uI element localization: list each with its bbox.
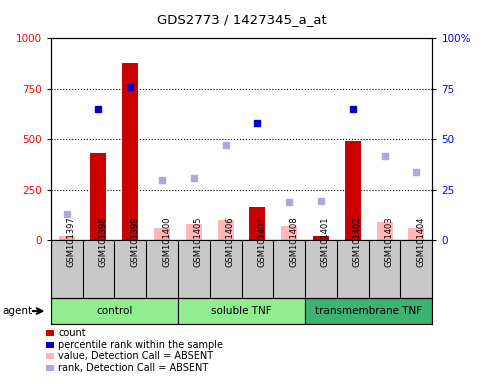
Bar [90, 153, 106, 240]
Bar [218, 220, 234, 240]
Bar [122, 63, 138, 240]
Text: GSM101403: GSM101403 [384, 217, 394, 267]
Text: GSM101397: GSM101397 [67, 216, 76, 267]
Bar [313, 236, 329, 240]
Text: transmembrane TNF: transmembrane TNF [315, 306, 422, 316]
Text: GSM101399: GSM101399 [130, 217, 139, 267]
Text: agent: agent [2, 306, 32, 316]
Bar [377, 222, 393, 240]
Text: percentile rank within the sample: percentile rank within the sample [58, 340, 224, 350]
Text: GSM101408: GSM101408 [289, 217, 298, 267]
Text: GSM101407: GSM101407 [257, 217, 267, 267]
Bar [51, 298, 178, 324]
Text: GSM101405: GSM101405 [194, 217, 203, 267]
Text: value, Detection Call = ABSENT: value, Detection Call = ABSENT [58, 351, 213, 361]
Bar [281, 226, 297, 240]
Bar [178, 298, 305, 324]
Text: GSM101401: GSM101401 [321, 217, 330, 267]
Text: soluble TNF: soluble TNF [211, 306, 272, 316]
Text: GSM101406: GSM101406 [226, 217, 235, 267]
Text: GSM101398: GSM101398 [99, 216, 107, 267]
Text: rank, Detection Call = ABSENT: rank, Detection Call = ABSENT [58, 363, 209, 373]
Text: GSM101402: GSM101402 [353, 217, 362, 267]
Text: GSM101400: GSM101400 [162, 217, 171, 267]
Bar [305, 298, 432, 324]
Text: count: count [58, 328, 86, 338]
Bar [409, 228, 425, 240]
Text: GSM101404: GSM101404 [416, 217, 426, 267]
Bar [58, 236, 74, 240]
Bar [186, 224, 202, 240]
Text: GDS2773 / 1427345_a_at: GDS2773 / 1427345_a_at [156, 13, 327, 26]
Bar [154, 228, 170, 240]
Bar [249, 207, 265, 240]
Text: control: control [96, 306, 132, 316]
Bar [345, 141, 361, 240]
